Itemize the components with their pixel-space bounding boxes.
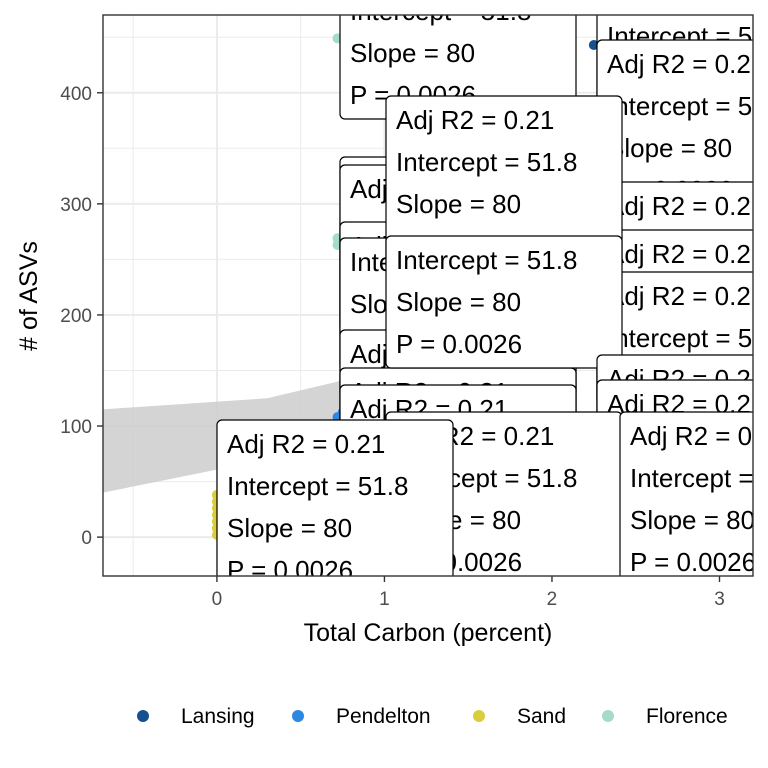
legend-key <box>473 710 485 722</box>
regression-label-box: Adj R2 = 0.21 Intercept = 51.8 Slope = 80 P… <box>619 411 768 577</box>
regression-label-line: Slope = 80 <box>396 287 521 317</box>
y-tick-label: 0 <box>81 528 92 549</box>
confidence-ribbon <box>103 303 469 493</box>
y-tick-label: 400 <box>60 84 92 105</box>
x-tick-label: 0 <box>212 589 223 610</box>
ribbon-layer <box>103 303 469 493</box>
y-axis-title: # of ASVs <box>15 241 43 351</box>
legend-key <box>602 710 614 722</box>
legend-item-pendelton: Pendelton <box>292 705 431 728</box>
regression-label-line: Slope = 80 <box>396 189 521 219</box>
legend-label: Florence <box>646 705 728 728</box>
legend-item-florence: Florence <box>602 705 728 728</box>
label-layer: Adj R2 = 0.21 Intercept = 51.8 Slope = 80 P… <box>216 0 768 585</box>
regression-label-line: Intercept = 51.8 <box>607 91 768 121</box>
x-tick-label: 3 <box>714 589 725 610</box>
regression-label-line: Intercept = 51.8 <box>350 0 531 26</box>
regression-label-line: Adj R2 = 0.21 <box>607 191 765 221</box>
regression-label-background <box>385 235 623 369</box>
legend-key <box>137 710 149 722</box>
regression-label-line: Adj R2 = 0.21 <box>630 421 768 451</box>
regression-label-line: Slope = 80 <box>630 505 755 535</box>
regression-label-line: Intercept = 51.8 <box>630 463 768 493</box>
x-tick-label: 2 <box>547 589 558 610</box>
y-tick-label: 100 <box>60 417 92 438</box>
regression-label-line: Slope = 80 <box>227 513 352 543</box>
x-tick-label: 1 <box>379 589 390 610</box>
regression-label-box: Intercept = 51.8 Slope = 80 P = 0.0026 <box>385 235 623 369</box>
legend-label: Pendelton <box>336 705 431 728</box>
legend-key <box>292 710 304 722</box>
regression-label-line: Adj R2 = 0.21 <box>227 429 385 459</box>
regression-label-line: P = 0.0026 <box>396 329 522 359</box>
regression-label-line: Intercept = 51.8 <box>607 323 768 353</box>
regression-label-line: Adj R2 = 0.21 <box>607 281 765 311</box>
regression-label-line: Slope = 80 <box>350 38 475 68</box>
axis-layer: 0 1 2 3 0 100 200 300 400 <box>60 84 724 610</box>
regression-label-line: Adj R2 = 0.21 <box>607 0 765 9</box>
legend-item-lansing: Lansing <box>137 705 255 728</box>
y-tick-label: 300 <box>60 195 92 216</box>
regression-label-background <box>619 411 753 576</box>
plot-panel-border <box>102 14 754 577</box>
legend-label: Lansing <box>181 705 255 728</box>
regression-label-line: Intercept = 51.8 <box>396 245 577 275</box>
regression-label-line: Intercept = 51.8 <box>227 471 408 501</box>
regression-label-line: Slope = 80 <box>607 133 732 163</box>
regression-label-line: Adj R2 = 0.21 <box>607 239 765 269</box>
regression-label-line: Intercept = 51.8 <box>396 147 577 177</box>
regression-label-box: Adj R2 = 0.21 Intercept = 51.8 Slope = 80 P… <box>216 419 454 585</box>
legend: Lansing Pendelton Sand Florence <box>137 705 728 728</box>
y-tick-label: 200 <box>60 306 92 327</box>
legend-label: Sand <box>517 705 566 728</box>
x-axis-title: Total Carbon (percent) <box>304 619 553 647</box>
regression-label-line: P = 0.0026 <box>227 555 353 585</box>
legend-item-sand: Sand <box>473 705 566 728</box>
regression-label-line: Adj R2 = 0.21 <box>607 49 765 79</box>
regression-label-line: P = 0.0026 <box>630 547 756 577</box>
data-point-lansing <box>588 39 599 50</box>
regression-label-background <box>216 419 454 576</box>
regression-label-line: Adj R2 = 0.21 <box>396 105 554 135</box>
